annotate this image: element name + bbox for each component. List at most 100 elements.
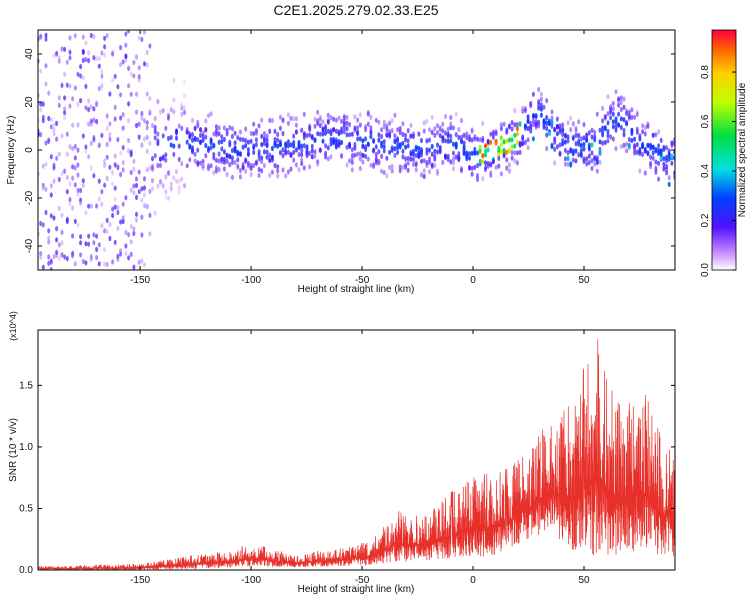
heatmap-cell — [574, 148, 578, 154]
heatmap-cell — [57, 151, 61, 157]
heatmap-cell — [555, 123, 559, 130]
heatmap-cell — [49, 192, 53, 198]
heatmap-cell — [105, 261, 109, 268]
heatmap-cell — [252, 121, 256, 127]
heatmap-cell — [119, 219, 123, 225]
heatmap-cell — [79, 240, 83, 246]
heatmap-cell — [414, 152, 418, 159]
heatmap-cell — [348, 132, 352, 138]
heatmap-cell — [124, 42, 128, 48]
x-tick-label: 50 — [578, 575, 590, 586]
heatmap-cell — [65, 131, 69, 137]
heatmap-cell — [406, 128, 410, 134]
colorbar-gradient — [711, 29, 737, 271]
heatmap-cell — [140, 115, 144, 121]
heatmap-cell — [518, 149, 522, 155]
heatmap-cell — [460, 168, 463, 174]
heatmap-cell — [41, 182, 45, 188]
heatmap-cell — [119, 61, 123, 68]
heatmap-cell — [593, 156, 597, 162]
heatmap-cell — [49, 267, 53, 270]
heatmap-cell — [390, 145, 394, 151]
heatmap-cell — [260, 117, 264, 123]
heatmap-cell — [260, 133, 264, 139]
heatmap-cell — [137, 169, 141, 175]
heatmap-cell — [342, 129, 346, 135]
heatmap-cell — [180, 176, 184, 182]
heatmap-cell — [199, 127, 202, 133]
heatmap-cell — [265, 137, 269, 144]
heatmap-cell — [273, 162, 277, 169]
heatmap-cell — [47, 239, 51, 245]
heatmap-cell — [113, 162, 117, 168]
heatmap-cell — [561, 141, 565, 147]
heatmap-cell — [286, 169, 290, 175]
heatmap-cell — [446, 126, 450, 132]
heatmap-cell — [76, 222, 80, 228]
heatmap-cell — [73, 33, 77, 39]
heatmap-cell — [76, 147, 80, 153]
heatmap-cell — [593, 134, 597, 140]
heatmap-cell — [446, 138, 450, 144]
heatmap-cell — [460, 117, 463, 124]
heatmap-cell — [478, 144, 482, 150]
heatmap-cell — [217, 151, 221, 157]
heatmap-cell — [209, 145, 213, 151]
heatmap-cell — [518, 121, 522, 127]
heatmap-cell — [348, 158, 352, 164]
heatmap-cell — [318, 115, 322, 121]
heatmap-cell — [284, 144, 288, 150]
heatmap-cell — [619, 95, 623, 101]
heatmap-cell — [225, 131, 229, 137]
heatmap-cell — [611, 106, 615, 112]
heatmap-cell — [65, 59, 69, 65]
heatmap-cell — [382, 120, 386, 126]
chart-title: C2E1.2025.279.02.33.E25 — [273, 2, 439, 18]
heatmap-cell — [601, 125, 605, 131]
heatmap-cell — [539, 91, 543, 97]
heatmap-cell — [111, 169, 115, 175]
heatmap-cell — [526, 119, 530, 125]
heatmap-cell — [52, 254, 56, 260]
heatmap-cell — [140, 110, 144, 117]
heatmap-cell — [257, 166, 261, 173]
heatmap-cell — [393, 138, 397, 144]
heatmap-cell — [230, 126, 234, 132]
heatmap-cell — [79, 98, 83, 104]
heatmap-cell — [646, 151, 650, 157]
heatmap-cell — [124, 195, 128, 201]
heatmap-cell — [526, 145, 530, 151]
heatmap-cell — [49, 124, 53, 130]
heatmap-cell — [135, 54, 138, 60]
heatmap-cell — [481, 153, 485, 159]
heatmap-cell — [590, 158, 594, 164]
heatmap-cell — [273, 128, 277, 134]
heatmap-cell — [523, 106, 527, 112]
heatmap-cell — [340, 118, 344, 124]
heatmap-cell — [515, 139, 519, 145]
heatmap-cell — [491, 158, 495, 164]
heatmap-cell — [214, 165, 218, 171]
heatmap-cell — [361, 143, 365, 149]
heatmap-cell — [233, 130, 237, 136]
heatmap-cell — [135, 211, 138, 217]
y-tick-label: 0 — [24, 147, 35, 153]
heatmap-cell — [137, 74, 141, 80]
heatmap-cell — [44, 63, 48, 69]
heatmap-cell — [449, 138, 453, 144]
heatmap-cell — [547, 118, 551, 124]
heatmap-cell — [289, 142, 293, 148]
heatmap-cell — [657, 147, 661, 154]
heatmap-cell — [92, 55, 96, 61]
heatmap-cell — [622, 132, 626, 138]
heatmap-cell — [494, 130, 498, 136]
heatmap-cell — [334, 144, 338, 150]
heatmap-cell — [55, 120, 59, 126]
heatmap-cell — [73, 155, 77, 161]
heatmap-cell — [188, 143, 192, 149]
heatmap-cell — [587, 160, 591, 166]
heatmap-cell — [420, 158, 423, 164]
heatmap-cell — [590, 127, 594, 133]
heatmap-cell — [462, 140, 466, 146]
heatmap-cell — [350, 159, 354, 166]
